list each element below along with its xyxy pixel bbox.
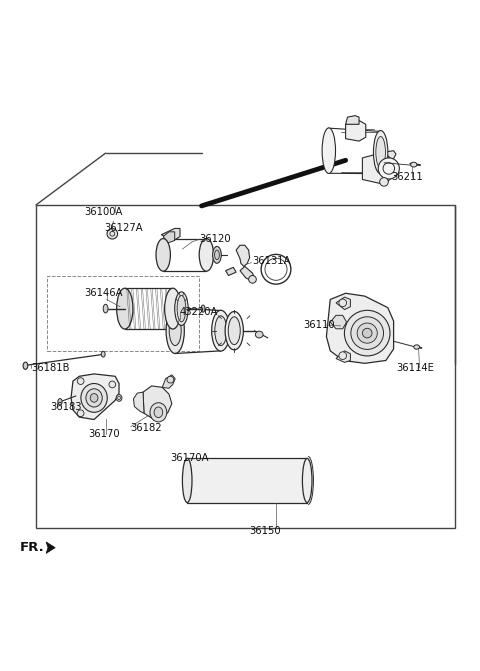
Ellipse shape bbox=[410, 162, 417, 167]
Circle shape bbox=[378, 158, 399, 179]
Text: 36131A: 36131A bbox=[252, 256, 290, 266]
Ellipse shape bbox=[199, 238, 214, 271]
Polygon shape bbox=[240, 266, 254, 280]
Polygon shape bbox=[362, 152, 393, 185]
Circle shape bbox=[77, 378, 84, 384]
Ellipse shape bbox=[116, 395, 122, 401]
Ellipse shape bbox=[175, 292, 188, 325]
Ellipse shape bbox=[150, 403, 167, 422]
Polygon shape bbox=[384, 151, 396, 160]
Ellipse shape bbox=[380, 178, 388, 187]
Text: FR.: FR. bbox=[20, 541, 45, 554]
Text: 36127A: 36127A bbox=[105, 223, 143, 233]
Ellipse shape bbox=[165, 289, 181, 329]
Ellipse shape bbox=[166, 308, 184, 354]
Ellipse shape bbox=[357, 323, 377, 343]
Text: 36170A: 36170A bbox=[170, 454, 209, 464]
Text: 36170: 36170 bbox=[88, 429, 120, 440]
Polygon shape bbox=[226, 267, 236, 276]
Ellipse shape bbox=[255, 331, 263, 338]
Polygon shape bbox=[346, 115, 359, 124]
Ellipse shape bbox=[81, 384, 108, 412]
Polygon shape bbox=[133, 392, 144, 413]
Circle shape bbox=[167, 376, 174, 383]
Polygon shape bbox=[346, 121, 366, 141]
Text: 36146A: 36146A bbox=[84, 289, 122, 299]
Ellipse shape bbox=[103, 305, 108, 313]
Text: 43220A: 43220A bbox=[180, 307, 218, 317]
Ellipse shape bbox=[376, 136, 385, 168]
Circle shape bbox=[339, 352, 347, 360]
Text: 36110: 36110 bbox=[303, 320, 335, 330]
Text: 36114E: 36114E bbox=[396, 363, 434, 373]
Ellipse shape bbox=[344, 310, 390, 356]
Ellipse shape bbox=[225, 311, 243, 350]
Text: 36100A: 36100A bbox=[84, 207, 122, 217]
Ellipse shape bbox=[169, 316, 181, 346]
Text: 36182: 36182 bbox=[131, 423, 162, 433]
Ellipse shape bbox=[117, 289, 133, 329]
Ellipse shape bbox=[215, 316, 227, 346]
Ellipse shape bbox=[182, 458, 192, 503]
Ellipse shape bbox=[215, 250, 219, 260]
Polygon shape bbox=[236, 246, 250, 266]
Ellipse shape bbox=[362, 328, 372, 338]
Ellipse shape bbox=[58, 399, 62, 405]
Polygon shape bbox=[71, 374, 119, 419]
Ellipse shape bbox=[177, 295, 186, 322]
Ellipse shape bbox=[373, 131, 388, 174]
Ellipse shape bbox=[201, 305, 205, 312]
Polygon shape bbox=[162, 375, 175, 389]
Ellipse shape bbox=[228, 317, 240, 345]
Ellipse shape bbox=[212, 310, 230, 351]
Ellipse shape bbox=[154, 407, 163, 417]
Circle shape bbox=[77, 410, 84, 417]
Polygon shape bbox=[336, 297, 350, 309]
Ellipse shape bbox=[351, 317, 384, 350]
Polygon shape bbox=[161, 228, 180, 240]
Polygon shape bbox=[330, 315, 347, 329]
Circle shape bbox=[107, 228, 118, 239]
Circle shape bbox=[339, 299, 347, 307]
Polygon shape bbox=[187, 458, 307, 503]
Ellipse shape bbox=[414, 345, 420, 349]
Text: 36120: 36120 bbox=[199, 234, 231, 244]
Text: 36211: 36211 bbox=[391, 172, 423, 182]
Polygon shape bbox=[46, 542, 55, 554]
Ellipse shape bbox=[302, 458, 312, 503]
Polygon shape bbox=[326, 293, 394, 363]
Circle shape bbox=[249, 276, 256, 283]
Polygon shape bbox=[163, 231, 175, 243]
Ellipse shape bbox=[23, 362, 28, 369]
Ellipse shape bbox=[322, 128, 336, 174]
Ellipse shape bbox=[86, 389, 102, 407]
Ellipse shape bbox=[101, 352, 105, 357]
Ellipse shape bbox=[213, 246, 221, 263]
Circle shape bbox=[109, 381, 116, 388]
Text: 36150: 36150 bbox=[250, 526, 281, 536]
Ellipse shape bbox=[156, 238, 170, 271]
Polygon shape bbox=[143, 386, 172, 418]
Text: 36181B: 36181B bbox=[31, 363, 70, 373]
Ellipse shape bbox=[90, 394, 98, 402]
Polygon shape bbox=[336, 351, 350, 362]
Bar bbox=[47, 276, 199, 351]
Text: 36183: 36183 bbox=[50, 401, 82, 411]
